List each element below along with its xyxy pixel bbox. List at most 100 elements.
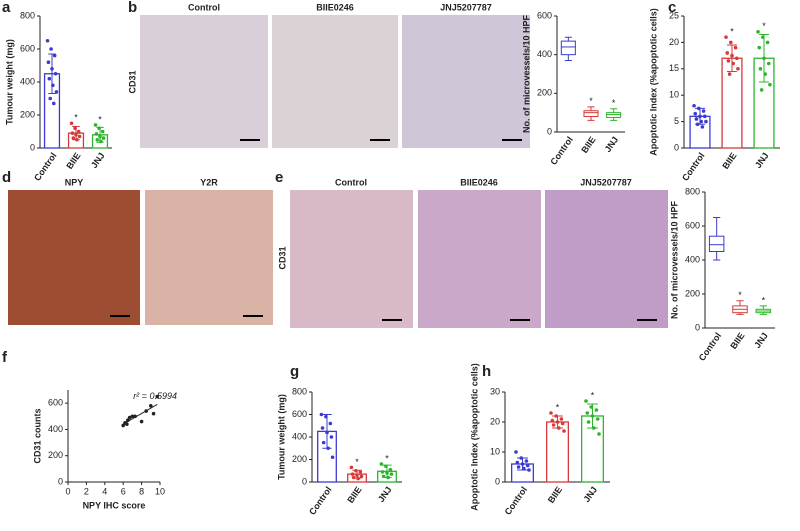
point <box>731 61 735 66</box>
point <box>350 472 355 476</box>
micrograph-title: Y2R <box>200 177 218 187</box>
point <box>151 411 156 416</box>
point <box>49 47 53 51</box>
y-tick-label: 30 <box>490 386 500 396</box>
point <box>321 440 326 445</box>
point <box>48 96 53 101</box>
micrograph <box>145 190 273 325</box>
point <box>733 45 738 50</box>
x-tick-label: JNJ <box>581 485 599 504</box>
x-tick-label: 0 <box>65 486 70 496</box>
box <box>560 40 576 56</box>
point <box>325 430 329 435</box>
micrograph <box>545 190 668 328</box>
x-tick-label: Control <box>548 135 575 167</box>
point <box>125 422 129 426</box>
y-axis-label: No. of microvessels/10 HPF <box>521 14 531 133</box>
point <box>702 114 707 119</box>
x-axis-label: NPY IHC score <box>83 500 146 510</box>
point <box>700 125 705 129</box>
x-tick-label: JNJ <box>376 485 394 504</box>
stain-label: CD31 <box>127 70 137 93</box>
x-tick-label: 8 <box>139 486 144 496</box>
significance: * <box>589 96 593 106</box>
x-tick-label: BIIE <box>64 151 82 171</box>
x-tick-label: 4 <box>102 486 107 496</box>
point <box>324 414 328 419</box>
point <box>351 475 356 480</box>
x-tick-label: Control <box>680 151 707 183</box>
point <box>692 103 696 108</box>
y-tick-label: 20 <box>669 37 679 47</box>
micrograph <box>418 190 541 328</box>
point <box>329 435 334 439</box>
y-tick-label: 600 <box>20 43 35 53</box>
point <box>69 121 74 126</box>
point <box>726 59 731 63</box>
point <box>330 455 335 460</box>
point <box>93 123 98 127</box>
point <box>727 72 732 76</box>
point <box>385 471 389 475</box>
micrograph-title: BIIE0246 <box>316 2 354 12</box>
x-tick-label: 10 <box>155 486 165 496</box>
y-tick-label: 400 <box>48 424 63 434</box>
point <box>736 67 740 71</box>
point <box>701 109 706 113</box>
point <box>355 473 359 478</box>
micrograph-title: JNJ5207787 <box>440 2 492 12</box>
point <box>516 465 521 469</box>
y-tick-label: 10 <box>669 90 679 100</box>
point <box>51 101 56 106</box>
y-axis-label: Tumour weight (mg) <box>4 39 14 125</box>
x-tick-label: JNJ <box>89 151 107 170</box>
x-tick-label: Control <box>503 485 530 517</box>
point <box>592 426 596 430</box>
point <box>551 423 556 427</box>
panel-letter: e <box>275 169 283 186</box>
point <box>515 460 520 465</box>
point <box>522 466 526 471</box>
point <box>585 411 590 415</box>
significance: * <box>762 21 766 31</box>
x-tick-label: Control <box>32 151 59 183</box>
point <box>695 122 700 127</box>
annotation: r² = 0.5994 <box>133 391 177 401</box>
point <box>559 417 564 421</box>
y-tick-label: 400 <box>292 431 307 441</box>
x-tick-label: Control <box>307 485 334 517</box>
point <box>97 126 101 130</box>
y-tick-label: 200 <box>48 450 63 460</box>
significance: * <box>98 114 102 124</box>
point <box>763 72 767 76</box>
significance: * <box>612 98 616 108</box>
x-tick-label: BIIE <box>720 151 738 171</box>
point <box>354 468 358 473</box>
y-tick-label: 400 <box>20 76 35 86</box>
y-tick-label: 800 <box>292 386 307 396</box>
significance: * <box>738 290 742 300</box>
point <box>70 131 75 135</box>
point <box>693 111 698 116</box>
point <box>555 420 560 424</box>
point <box>95 137 100 142</box>
point <box>98 134 102 139</box>
y-tick-label: 0 <box>30 142 35 152</box>
y-tick-label: 0 <box>302 476 307 486</box>
micrograph <box>290 190 413 328</box>
point <box>594 408 599 412</box>
point <box>74 133 78 137</box>
point <box>734 56 739 61</box>
point <box>730 53 734 58</box>
point <box>349 465 354 470</box>
x-tick-label: BIIE <box>546 485 564 505</box>
point <box>520 462 525 466</box>
point <box>560 421 565 426</box>
point <box>729 40 733 45</box>
panel-letter: g <box>290 363 299 380</box>
point <box>379 462 384 466</box>
point <box>586 420 591 424</box>
point <box>76 129 81 134</box>
point <box>328 421 333 426</box>
